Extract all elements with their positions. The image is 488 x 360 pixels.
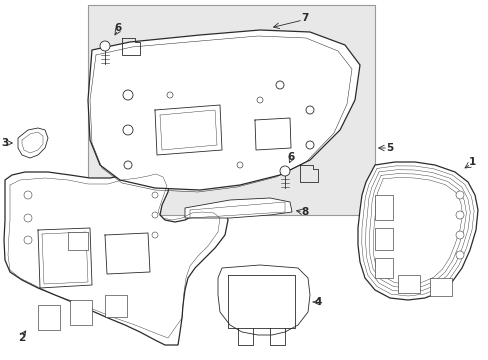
Circle shape <box>123 90 133 100</box>
Polygon shape <box>184 198 291 218</box>
Circle shape <box>152 212 158 218</box>
Bar <box>397 275 419 293</box>
Circle shape <box>305 141 313 149</box>
Text: 1: 1 <box>468 157 475 167</box>
Text: 6: 6 <box>287 152 294 162</box>
Circle shape <box>455 231 463 239</box>
Circle shape <box>280 166 289 176</box>
Bar <box>374 258 392 278</box>
Bar <box>429 278 451 296</box>
Text: 4: 4 <box>314 297 321 307</box>
Bar <box>88 5 374 215</box>
Text: 7: 7 <box>301 13 308 23</box>
Circle shape <box>257 97 263 103</box>
Text: 8: 8 <box>301 207 308 217</box>
Circle shape <box>124 161 132 169</box>
Polygon shape <box>4 168 227 345</box>
Text: 6: 6 <box>114 23 122 33</box>
Polygon shape <box>18 128 48 158</box>
Text: 5: 5 <box>386 143 393 153</box>
Bar <box>38 305 60 330</box>
Circle shape <box>152 192 158 198</box>
Text: 3: 3 <box>1 138 9 148</box>
Polygon shape <box>357 162 477 300</box>
Circle shape <box>237 162 243 168</box>
Circle shape <box>152 232 158 238</box>
Circle shape <box>167 92 173 98</box>
Circle shape <box>455 251 463 259</box>
Circle shape <box>455 191 463 199</box>
Bar <box>374 195 392 220</box>
Circle shape <box>305 106 313 114</box>
Polygon shape <box>218 265 309 335</box>
Bar <box>70 300 92 325</box>
Bar <box>105 295 127 317</box>
Circle shape <box>24 214 32 222</box>
Bar <box>68 232 88 250</box>
Polygon shape <box>88 30 359 190</box>
Circle shape <box>275 81 284 89</box>
Text: 2: 2 <box>19 333 25 343</box>
Circle shape <box>100 41 110 51</box>
Circle shape <box>24 236 32 244</box>
Circle shape <box>24 191 32 199</box>
Circle shape <box>123 125 133 135</box>
Circle shape <box>455 211 463 219</box>
Bar <box>374 228 392 250</box>
